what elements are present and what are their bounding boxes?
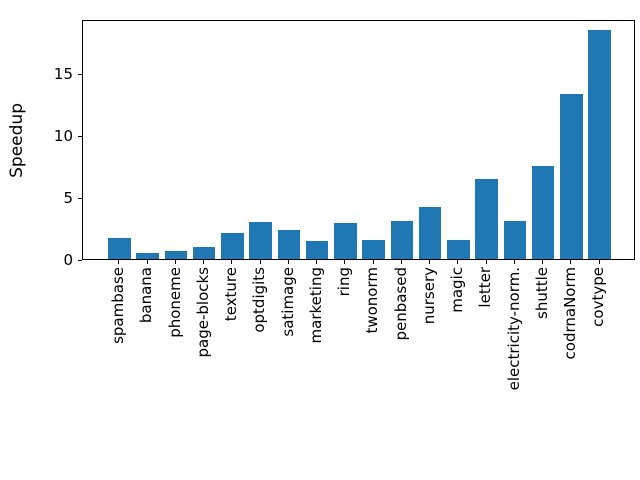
bar-texture — [221, 233, 244, 259]
bar-penbased — [390, 220, 414, 259]
x-tick-label: texture — [222, 267, 241, 322]
x-tick-label: electricity-norm. — [504, 267, 523, 391]
bar-marketing — [305, 241, 329, 259]
bar-codrnaNorm — [560, 93, 583, 259]
x-tick-label: nursery — [419, 267, 438, 325]
x-tick-label: satimage — [278, 267, 297, 337]
x-tick-mark — [372, 260, 374, 264]
x-tick-mark — [146, 260, 148, 264]
x-tick-label-container: letter — [476, 267, 496, 437]
bar-banana — [136, 252, 159, 259]
bar-spambase — [108, 237, 131, 259]
x-tick-label-container: shuttle — [532, 267, 552, 437]
x-tick-mark — [429, 260, 431, 264]
x-tick-label-container: twonorm — [363, 267, 383, 437]
x-tick-label-container: phoneme — [165, 267, 185, 437]
bar-ring — [334, 223, 357, 259]
x-tick-mark — [203, 260, 205, 264]
bar-magic — [447, 240, 470, 259]
x-tick-label: optdigits — [250, 267, 269, 333]
y-tick-mark — [78, 198, 82, 200]
y-tick-label: 0 — [63, 250, 73, 269]
x-tick-label-container: spambase — [108, 267, 128, 437]
x-tick-label: marketing — [306, 267, 325, 344]
y-tick-mark — [78, 136, 82, 138]
x-tick-label: ring — [335, 267, 354, 297]
x-tick-label-container: marketing — [306, 267, 326, 437]
x-tick-label-container: covtype — [589, 267, 609, 437]
x-tick-label-container: electricity-norm. — [504, 267, 524, 437]
bar-page-blocks — [192, 247, 216, 259]
x-tick-label: spambase — [109, 267, 128, 344]
x-tick-label-container: optdigits — [250, 267, 270, 437]
x-tick-label-container: page-blocks — [193, 267, 213, 437]
plot-area — [82, 20, 635, 260]
bar-twonorm — [362, 239, 385, 259]
x-tick-label: page-blocks — [193, 267, 212, 358]
x-tick-mark — [118, 260, 120, 264]
bar-optdigits — [249, 221, 272, 259]
x-tick-label: phoneme — [165, 267, 184, 338]
y-tick-label: 10 — [53, 126, 73, 145]
x-tick-label: shuttle — [532, 267, 551, 319]
y-tick-label: 5 — [63, 188, 73, 207]
x-tick-mark — [570, 260, 572, 264]
bar-covtype — [588, 30, 611, 259]
x-tick-label-container: codrnaNorm — [560, 267, 580, 437]
x-tick-label: codrnaNorm — [561, 267, 580, 360]
x-tick-label: magic — [448, 267, 467, 313]
x-tick-label-container: satimage — [278, 267, 298, 437]
x-tick-mark — [485, 260, 487, 264]
x-tick-label-container: penbased — [391, 267, 411, 437]
x-tick-mark — [174, 260, 176, 264]
x-tick-mark — [457, 260, 459, 264]
y-tick-label: 15 — [53, 64, 73, 83]
x-tick-label: letter — [476, 267, 495, 308]
x-tick-mark — [400, 260, 402, 264]
x-tick-label: covtype — [589, 267, 608, 327]
x-tick-label: banana — [137, 267, 156, 324]
bar-electricity-norm. — [503, 221, 527, 259]
x-tick-mark — [513, 260, 515, 264]
x-tick-label-container: magic — [447, 267, 467, 437]
x-tick-label: twonorm — [363, 267, 382, 334]
x-tick-label: penbased — [391, 267, 410, 341]
x-tick-mark — [542, 260, 544, 264]
bar-satimage — [277, 229, 301, 259]
x-tick-label-container: texture — [221, 267, 241, 437]
x-tick-mark — [598, 260, 600, 264]
x-tick-label-container: ring — [334, 267, 354, 437]
bar-shuttle — [531, 166, 555, 259]
x-tick-mark — [287, 260, 289, 264]
bar-phoneme — [164, 250, 188, 259]
y-tick-mark — [78, 74, 82, 76]
bar-nursery — [418, 207, 442, 259]
bar-letter — [475, 178, 498, 259]
y-tick-mark — [78, 260, 82, 261]
x-tick-mark — [259, 260, 261, 264]
x-tick-mark — [344, 260, 346, 264]
x-tick-mark — [231, 260, 233, 264]
x-tick-mark — [316, 260, 318, 264]
x-tick-label-container: nursery — [419, 267, 439, 437]
x-tick-label-container: banana — [137, 267, 157, 437]
